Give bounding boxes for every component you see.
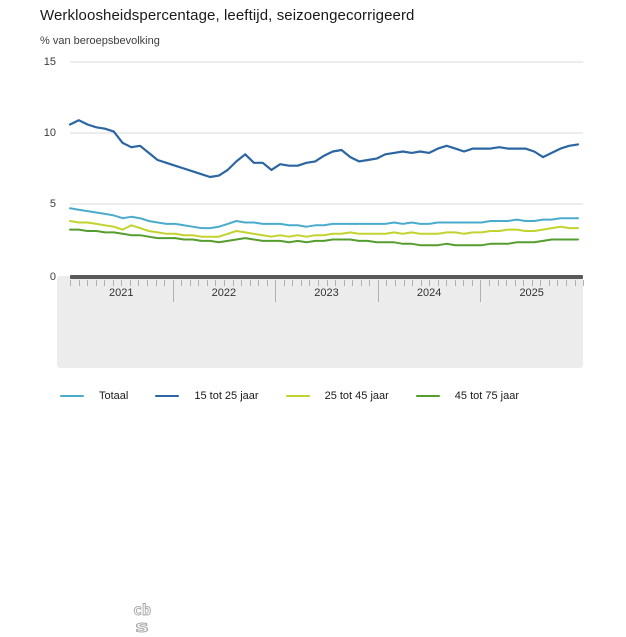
legend-label: 45 tot 75 jaar bbox=[454, 390, 520, 402]
month-tick bbox=[369, 280, 371, 286]
legend-item-totaal[interactable]: Totaal bbox=[60, 390, 128, 402]
month-tick bbox=[386, 280, 388, 286]
month-tick bbox=[583, 280, 584, 286]
month-tick bbox=[523, 280, 525, 286]
month-tick bbox=[437, 280, 439, 286]
month-tick bbox=[514, 280, 516, 286]
month-tick bbox=[506, 280, 508, 286]
month-tick bbox=[309, 280, 311, 286]
year-label-2023: 2023 bbox=[314, 287, 339, 299]
month-tick bbox=[454, 280, 456, 286]
month-tick bbox=[95, 280, 97, 286]
month-tick bbox=[429, 280, 431, 286]
legend-item-45-tot-75-jaar[interactable]: 45 tot 75 jaar bbox=[415, 390, 520, 402]
year-label-2024: 2024 bbox=[416, 287, 442, 299]
month-tick bbox=[412, 280, 413, 286]
month-tick bbox=[300, 280, 302, 286]
year-label-2021: 2021 bbox=[109, 287, 134, 299]
month-tick bbox=[343, 280, 345, 286]
month-tick bbox=[78, 280, 80, 286]
month-tick bbox=[471, 280, 473, 286]
month-tick bbox=[121, 280, 123, 286]
month-tick bbox=[266, 280, 268, 286]
month-tick bbox=[489, 280, 490, 286]
year-label-2025: 2025 bbox=[519, 287, 544, 299]
month-tick bbox=[292, 280, 294, 286]
series-line-15-tot-25-jaar bbox=[68, 119, 580, 179]
legend-item-25-tot-45-jaar[interactable]: 25 tot 45 jaar bbox=[285, 390, 389, 402]
month-tick bbox=[326, 280, 328, 286]
month-tick bbox=[223, 280, 225, 286]
year-divider bbox=[480, 280, 482, 302]
legend-label: 15 tot 25 jaar bbox=[194, 390, 259, 402]
year-divider bbox=[377, 280, 379, 302]
y-tick-label-10: 10 bbox=[43, 127, 56, 139]
month-tick bbox=[420, 280, 422, 286]
month-tick bbox=[531, 280, 533, 286]
month-tick bbox=[146, 280, 148, 286]
month-tick bbox=[215, 280, 217, 286]
legend-swatch bbox=[60, 394, 84, 398]
month-tick bbox=[352, 280, 354, 286]
month-tick bbox=[70, 280, 71, 286]
month-tick bbox=[155, 280, 157, 286]
month-tick bbox=[206, 280, 208, 286]
legend-item-15-tot-25-jaar[interactable]: 15 tot 25 jaar bbox=[155, 390, 259, 402]
x-axis-bar bbox=[70, 275, 583, 279]
chart-title: Werkloosheidspercentage, leeftijd, seizo… bbox=[40, 7, 415, 24]
month-tick bbox=[574, 280, 576, 286]
month-tick bbox=[557, 280, 559, 286]
month-tick bbox=[87, 280, 89, 286]
svg-text:cb: cb bbox=[133, 601, 151, 619]
y-tick-label-0: 0 bbox=[49, 271, 56, 283]
month-tick bbox=[164, 280, 166, 286]
month-tick bbox=[394, 280, 396, 286]
month-tick bbox=[283, 280, 285, 286]
month-tick bbox=[198, 280, 200, 286]
month-tick bbox=[540, 280, 542, 286]
month-tick bbox=[181, 280, 183, 286]
month-tick bbox=[258, 280, 260, 286]
month-tick bbox=[360, 280, 362, 286]
chart-subtitle: % van beroepsbevolking bbox=[40, 35, 160, 47]
svg-text:s: s bbox=[135, 617, 150, 635]
month-tick bbox=[249, 280, 251, 286]
year-divider bbox=[275, 280, 277, 302]
month-tick bbox=[463, 280, 465, 286]
month-tick bbox=[497, 280, 499, 286]
month-tick bbox=[446, 280, 448, 286]
legend-swatch bbox=[415, 394, 440, 398]
legend: Totaal 15 tot 25 jaar 25 tot 45 jaar 45 tot… bbox=[60, 388, 519, 404]
series-line-totaal bbox=[69, 207, 579, 230]
legend-label: Totaal bbox=[99, 390, 129, 402]
month-tick bbox=[112, 280, 114, 286]
y-tick-label-5: 5 bbox=[49, 198, 56, 210]
year-label-2022: 2022 bbox=[211, 287, 237, 299]
month-tick bbox=[335, 280, 337, 286]
legend-label: 25 tot 45 jaar bbox=[324, 390, 389, 402]
line-chart bbox=[68, 61, 583, 247]
legend-swatch bbox=[285, 394, 310, 398]
legend-swatch bbox=[155, 394, 180, 398]
month-tick bbox=[318, 280, 319, 286]
month-tick bbox=[138, 280, 140, 286]
year-divider bbox=[172, 280, 174, 302]
month-tick bbox=[104, 280, 106, 286]
cbs-logo-icon: cb s bbox=[133, 601, 152, 636]
month-tick bbox=[565, 280, 567, 286]
series-line-25-tot-45-jaar bbox=[69, 220, 579, 238]
y-tick-label-15: 15 bbox=[43, 56, 56, 68]
month-tick bbox=[241, 280, 242, 286]
month-tick bbox=[548, 280, 550, 286]
month-tick bbox=[129, 280, 131, 286]
month-tick bbox=[189, 280, 191, 286]
month-tick bbox=[403, 280, 405, 286]
month-tick bbox=[232, 280, 234, 286]
series-line-45-tot-75-jaar bbox=[69, 228, 579, 247]
